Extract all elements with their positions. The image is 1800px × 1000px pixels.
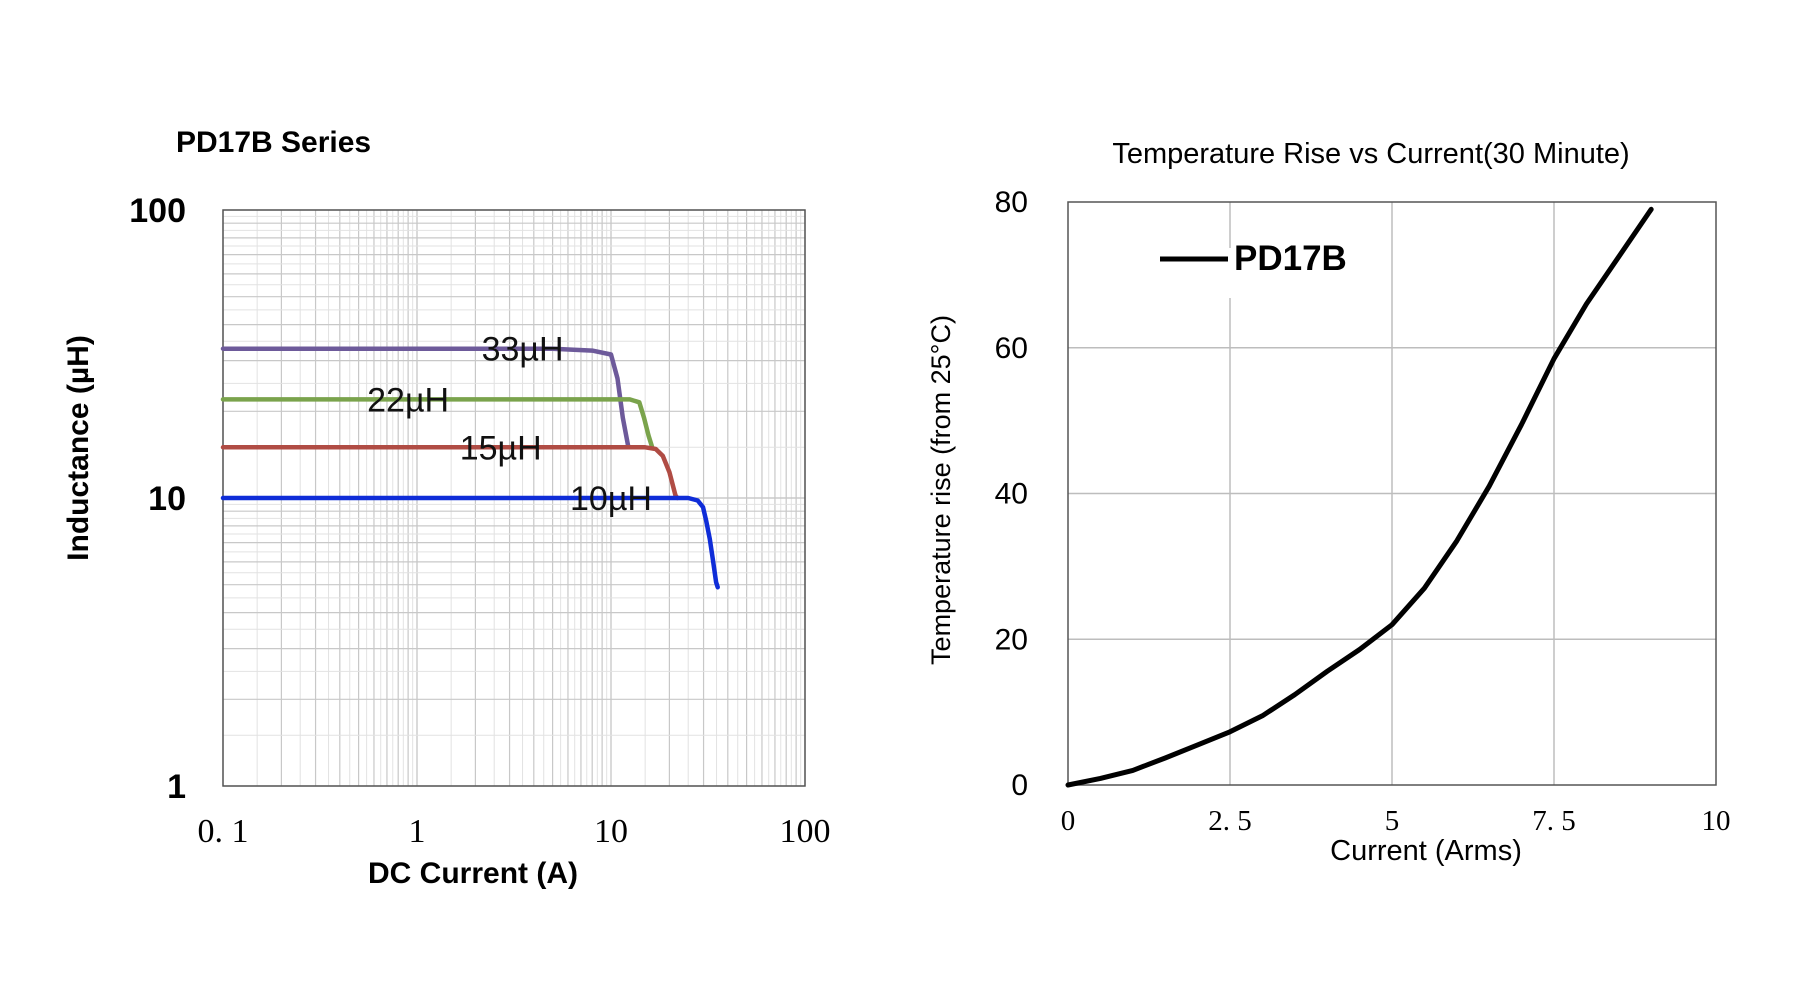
inductance-series-group (220, 346, 720, 590)
y-tick-label: 0 (1011, 769, 1028, 802)
legend-background (1158, 248, 1358, 298)
series-label-33H: 33µH (482, 331, 564, 369)
temperature-y-axis-label: Temperature rise (from 25°C) (926, 315, 956, 665)
inductance-x-axis-label: DC Current (A) (368, 857, 578, 890)
x-tick-label: 10 (594, 813, 628, 850)
series-label-10H: 10µH (570, 480, 652, 518)
temperature-legend: PD17B (1158, 239, 1358, 298)
y-tick-label: 1 (167, 768, 186, 806)
temperature-grid (1068, 202, 1716, 785)
temperature-series-group (1065, 206, 1654, 788)
inductance-y-axis-label: Inductance (µH) (62, 335, 95, 561)
series-line-33H (220, 346, 631, 450)
inductance-series-labels: 33µH 22µH 15µH 10µH (367, 331, 652, 518)
y-tick-label: 80 (995, 186, 1028, 219)
legend-label-pd17b: PD17B (1234, 239, 1347, 278)
y-tick-label: 40 (995, 478, 1028, 511)
temperature-chart: PD17B 0 2. 5 5 7. 5 10 0 20 40 60 80 Temperature… (926, 138, 1731, 867)
x-tick-label: 1 (409, 813, 426, 850)
series-label-15H: 15µH (460, 429, 542, 467)
x-tick-label: 10 (1702, 805, 1731, 837)
inductance-chart-title: PD17B Series (176, 126, 371, 159)
series-line-10H (220, 495, 720, 590)
temperature-x-ticks: 0 2. 5 5 7. 5 10 (1061, 805, 1731, 837)
series-line-15H (220, 445, 680, 501)
series-line-pd17b (1065, 206, 1654, 788)
y-tick-label: 60 (995, 332, 1028, 365)
series-line-22H (220, 397, 655, 450)
y-tick-label: 100 (129, 192, 186, 230)
x-tick-label: 0. 1 (198, 813, 249, 850)
y-tick-label: 10 (148, 480, 186, 518)
x-tick-label: 7. 5 (1532, 805, 1576, 837)
series-label-22H: 22µH (367, 381, 449, 419)
x-tick-label: 2. 5 (1208, 805, 1252, 837)
x-tick-label: 100 (780, 813, 831, 850)
inductance-y-ticks: 100 10 1 (129, 192, 186, 806)
temperature-plot-frame (1067, 201, 1717, 786)
inductance-x-ticks: 0. 1 1 10 100 (198, 813, 831, 850)
inductance-chart: 33µH 22µH 15µH 10µH 0. 1 1 10 100 100 10 1 PD17B… (62, 126, 831, 890)
temperature-x-axis-label: Current (Arms) (1330, 835, 1522, 867)
x-tick-label: 5 (1385, 805, 1400, 837)
y-tick-label: 20 (995, 623, 1028, 656)
temperature-y-ticks: 0 20 40 60 80 (995, 186, 1028, 802)
x-tick-label: 0 (1061, 805, 1076, 837)
temperature-chart-title: Temperature Rise vs Current(30 Minute) (1112, 138, 1629, 170)
